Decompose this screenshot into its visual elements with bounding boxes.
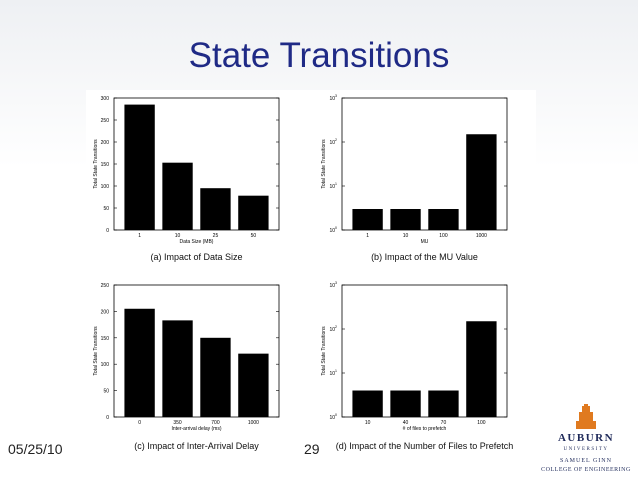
chart-3-xtick-label: 350 [173,420,182,426]
ytick-exponent: 0 [335,226,337,230]
chart-1-bar-10 [162,162,193,230]
chart-2-caption: (b) Impact of the MU Value [371,252,478,262]
chart-2-ylabel: Total State Transitions [321,139,327,189]
chart-3-ylabel: Total State Transitions [93,326,99,376]
chart-4-xtick-label: 40 [403,420,409,426]
footer-date: 05/25/10 [8,441,63,457]
ytick-exponent: 3 [335,94,337,98]
chart-1-xtick-label: 10 [175,233,181,239]
chart-3-xtick-label: 700 [211,420,220,426]
chart-3-xtick-label: 0 [138,420,141,426]
chart-2-xtick-label: 1 [366,233,369,239]
chart-4-xlabel: # of files to prefetch [403,426,447,432]
chart-3-caption: (c) Impact of Inter-Arrival Delay [134,441,259,451]
chart-3-bar-700 [200,337,231,417]
chart-1-ytick-label: 50 [103,206,109,212]
chart-1-ytick-label: 150 [101,162,110,168]
figure-panel: 0 50 100 150 200 250 300 1 10 25 50 Data Size (MB) T… [86,90,536,462]
ytick-exponent: 1 [335,369,337,373]
chart-4-axes-box [341,284,508,418]
chart-2-xtick-label: 100 [439,233,448,239]
logo-line1: SAMUEL GINN [560,458,612,464]
chart-1-ytick-label: 200 [101,140,110,146]
chart-1-xtick-label: 1 [138,233,141,239]
chart-3-xlabel: Inter-arrival delay (ms) [171,426,221,432]
slide-title: State Transitions [188,36,450,75]
chart-1-xtick-label: 25 [213,233,219,239]
chart-1-xlabel: Data Size (MB) [180,239,214,245]
chart-1-ytick-label: 100 [101,184,110,190]
chart-3-ytick-label: 250 [101,283,110,289]
chart-1-bar-1 [124,104,155,230]
chart-4-xtick-label: 70 [441,420,447,426]
chart-2-ytick-label: 100 [329,226,337,234]
chart-3-bar-1000 [238,353,269,417]
chart-2-ytick-label: 101 [329,182,337,190]
chart-4-caption: (d) Impact of the Number of Files to Pre… [336,441,514,451]
chart-3-ytick-label: 200 [101,309,110,315]
chart-2-bar-1000 [466,134,497,230]
page-number: 29 [304,441,320,457]
chart-2-bar-1 [352,209,383,230]
chart-1-ytick-label: 300 [101,96,110,102]
logo-subtitle: UNIVERSITY [564,447,609,452]
chart-4-ylabel: Total State Transitions [321,326,327,376]
chart-1-bar-25 [200,188,231,230]
chart-2-xlabel: MU [421,239,429,245]
chart-3-axes-box [113,284,280,418]
chart-4-bar-10 [352,390,383,417]
chart-1-ylabel: Total State Transitions [93,139,99,189]
chart-3-ytick-label: 50 [103,389,109,395]
ytick-exponent: 2 [335,138,337,142]
chart-1-caption: (a) Impact of Data Size [150,252,242,262]
chart-4-ytick-label: 102 [329,325,337,333]
logo-line2: COLLEGE OF ENGINEERING [541,467,631,473]
chart-2-xtick-label: 1000 [476,233,487,239]
chart-2-xtick-label: 10 [403,233,409,239]
chart-3-ytick-label: 150 [101,336,110,342]
chart-1-bar-50 [238,195,269,230]
chart-4-ytick-label: 103 [329,281,337,289]
chart-2-bar-10 [390,209,421,230]
chart-4-xtick-label: 10 [365,420,371,426]
chart-4-ytick-label: 100 [329,413,337,421]
chart-1-xtick-label: 50 [251,233,257,239]
chart-1-ytick-label: 250 [101,118,110,124]
chart-3-xtick-label: 1000 [248,420,259,426]
chart-3-bar-0 [124,308,155,417]
tower-icon [576,404,596,429]
chart-3-ytick-label: 100 [101,362,110,368]
chart-3-bar-350 [162,320,193,417]
auburn-logo: AUBURN UNIVERSITY SAMUEL GINN COLLEGE OF… [541,404,631,473]
chart-2-ytick-label: 102 [329,138,337,146]
chart-3-ytick-label: 0 [106,415,109,421]
chart-2-ytick-label: 103 [329,94,337,102]
ytick-exponent: 2 [335,325,337,329]
chart-1-ytick-label: 0 [106,228,109,234]
chart-4-bar-70 [428,390,459,417]
ytick-exponent: 3 [335,281,337,285]
chart-4-bar-40 [390,390,421,417]
chart-4-ytick-label: 101 [329,369,337,377]
chart-4-xtick-label: 100 [477,420,486,426]
chart-2-bar-100 [428,209,459,230]
ytick-exponent: 1 [335,182,337,186]
chart-4-bar-100 [466,321,497,417]
logo-name: AUBURN [558,432,614,444]
chart-2-axes-box [341,97,508,231]
ytick-exponent: 0 [335,413,337,417]
